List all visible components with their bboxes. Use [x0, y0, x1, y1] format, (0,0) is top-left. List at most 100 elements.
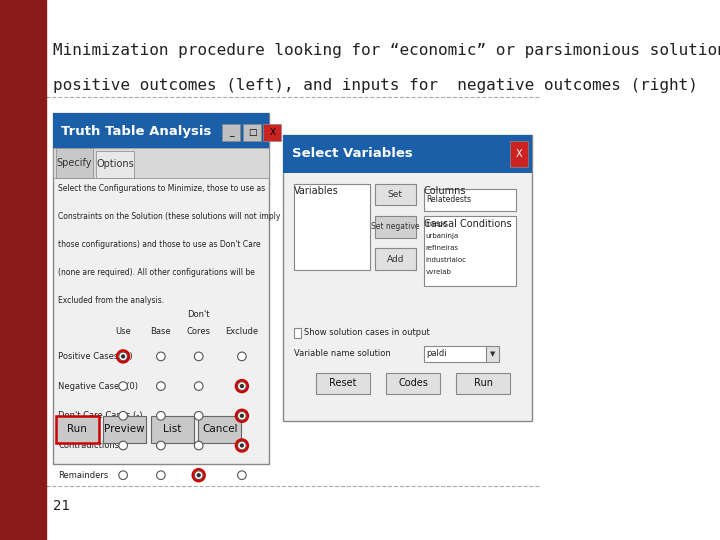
- Text: those configurations) and those to use as Don't Care: those configurations) and those to use a…: [58, 240, 261, 249]
- Text: Causal Conditions: Causal Conditions: [424, 219, 511, 229]
- Text: Minimization procedure looking for “economic” or parsimonious solution,: Minimization procedure looking for “econ…: [53, 43, 720, 58]
- Circle shape: [119, 382, 127, 390]
- Text: Don't Care Cases (-): Don't Care Cases (-): [58, 411, 143, 420]
- Text: Preview: Preview: [104, 424, 145, 434]
- Text: Base: Base: [150, 327, 171, 336]
- Bar: [386, 373, 440, 394]
- Text: Variables: Variables: [294, 186, 339, 197]
- Text: Negative Cases (0): Negative Cases (0): [58, 382, 138, 390]
- Text: fmepc: fmepc: [426, 221, 447, 227]
- Bar: [294, 328, 301, 338]
- Bar: [294, 184, 370, 270]
- Bar: [316, 373, 370, 394]
- Text: Set negative: Set negative: [371, 222, 420, 231]
- Text: X: X: [516, 149, 522, 159]
- Circle shape: [238, 471, 246, 480]
- Text: industrialoc: industrialoc: [426, 257, 467, 263]
- Text: paldi: paldi: [426, 349, 447, 358]
- Circle shape: [194, 411, 203, 420]
- Text: Reset: Reset: [329, 379, 356, 388]
- Text: Variable name solution: Variable name solution: [294, 349, 391, 358]
- Circle shape: [119, 441, 127, 450]
- Text: vvrelab: vvrelab: [426, 269, 451, 275]
- Circle shape: [194, 441, 203, 450]
- Circle shape: [240, 384, 244, 388]
- Circle shape: [156, 352, 165, 361]
- Text: _: _: [229, 128, 233, 137]
- Circle shape: [156, 411, 165, 420]
- Circle shape: [238, 382, 246, 390]
- Text: Add: Add: [387, 255, 404, 264]
- Text: Remainders: Remainders: [58, 471, 109, 480]
- Text: Exclude: Exclude: [225, 327, 258, 336]
- Text: Run: Run: [474, 379, 492, 388]
- Bar: [198, 416, 241, 443]
- Text: Select the Configurations to Minimize, those to use as: Select the Configurations to Minimize, t…: [58, 184, 266, 193]
- Bar: [103, 416, 146, 443]
- Text: 21: 21: [53, 499, 70, 513]
- Bar: [375, 216, 415, 238]
- Text: Don't: Don't: [187, 309, 210, 319]
- Text: Specify: Specify: [57, 158, 92, 168]
- Text: Codes: Codes: [398, 379, 428, 388]
- Bar: [264, 124, 282, 141]
- Bar: [456, 373, 510, 394]
- Text: Excluded from the analysis.: Excluded from the analysis.: [58, 296, 164, 305]
- Circle shape: [194, 382, 203, 390]
- Bar: [222, 124, 240, 141]
- Text: List: List: [163, 424, 181, 434]
- Bar: [424, 216, 516, 286]
- Text: refineiras: refineiras: [426, 245, 459, 251]
- Text: Set: Set: [388, 190, 402, 199]
- Text: Use: Use: [115, 327, 131, 336]
- Text: Columns: Columns: [424, 186, 467, 197]
- Bar: [284, 135, 532, 173]
- Bar: [510, 141, 528, 167]
- Text: Show solution cases in output: Show solution cases in output: [304, 328, 430, 337]
- Bar: [424, 189, 516, 211]
- Circle shape: [197, 473, 201, 477]
- Circle shape: [194, 352, 203, 361]
- Bar: [96, 151, 134, 178]
- Bar: [424, 346, 489, 362]
- Bar: [375, 184, 415, 205]
- Text: ▼: ▼: [490, 350, 495, 357]
- Text: Options: Options: [96, 159, 134, 169]
- Circle shape: [238, 411, 246, 420]
- Text: X: X: [269, 128, 276, 137]
- Bar: [55, 416, 99, 443]
- Bar: [375, 248, 415, 270]
- Bar: [486, 346, 500, 362]
- Text: Cancel: Cancel: [202, 424, 238, 434]
- Circle shape: [238, 352, 246, 361]
- Bar: [55, 148, 94, 178]
- Bar: [53, 148, 269, 178]
- Text: Contradictions: Contradictions: [58, 441, 120, 450]
- Circle shape: [240, 443, 244, 448]
- Text: Truth Table Analysis: Truth Table Analysis: [61, 125, 212, 138]
- Text: □: □: [248, 128, 256, 137]
- Circle shape: [119, 411, 127, 420]
- Circle shape: [156, 441, 165, 450]
- Bar: [53, 113, 269, 148]
- Circle shape: [156, 471, 165, 480]
- Text: (none are required). All other configurations will be: (none are required). All other configura…: [58, 268, 255, 277]
- Text: Relatedests: Relatedests: [426, 195, 472, 204]
- Bar: [0, 0, 46, 540]
- Bar: [150, 416, 194, 443]
- Text: Cores: Cores: [186, 327, 211, 336]
- Circle shape: [121, 354, 125, 359]
- Text: Positive Cases (1): Positive Cases (1): [58, 352, 133, 361]
- Circle shape: [119, 352, 127, 361]
- Text: Run: Run: [67, 424, 87, 434]
- Text: urbaninja: urbaninja: [426, 233, 459, 239]
- Bar: [284, 135, 532, 421]
- Text: Constraints on the Solution (these solutions will not imply: Constraints on the Solution (these solut…: [58, 212, 281, 221]
- Circle shape: [156, 382, 165, 390]
- Text: Select Variables: Select Variables: [292, 147, 413, 160]
- Circle shape: [119, 471, 127, 480]
- Circle shape: [240, 414, 244, 418]
- Bar: [53, 113, 269, 464]
- Text: positive outcomes (left), and inputs for  negative outcomes (right): positive outcomes (left), and inputs for…: [53, 78, 698, 93]
- Circle shape: [238, 441, 246, 450]
